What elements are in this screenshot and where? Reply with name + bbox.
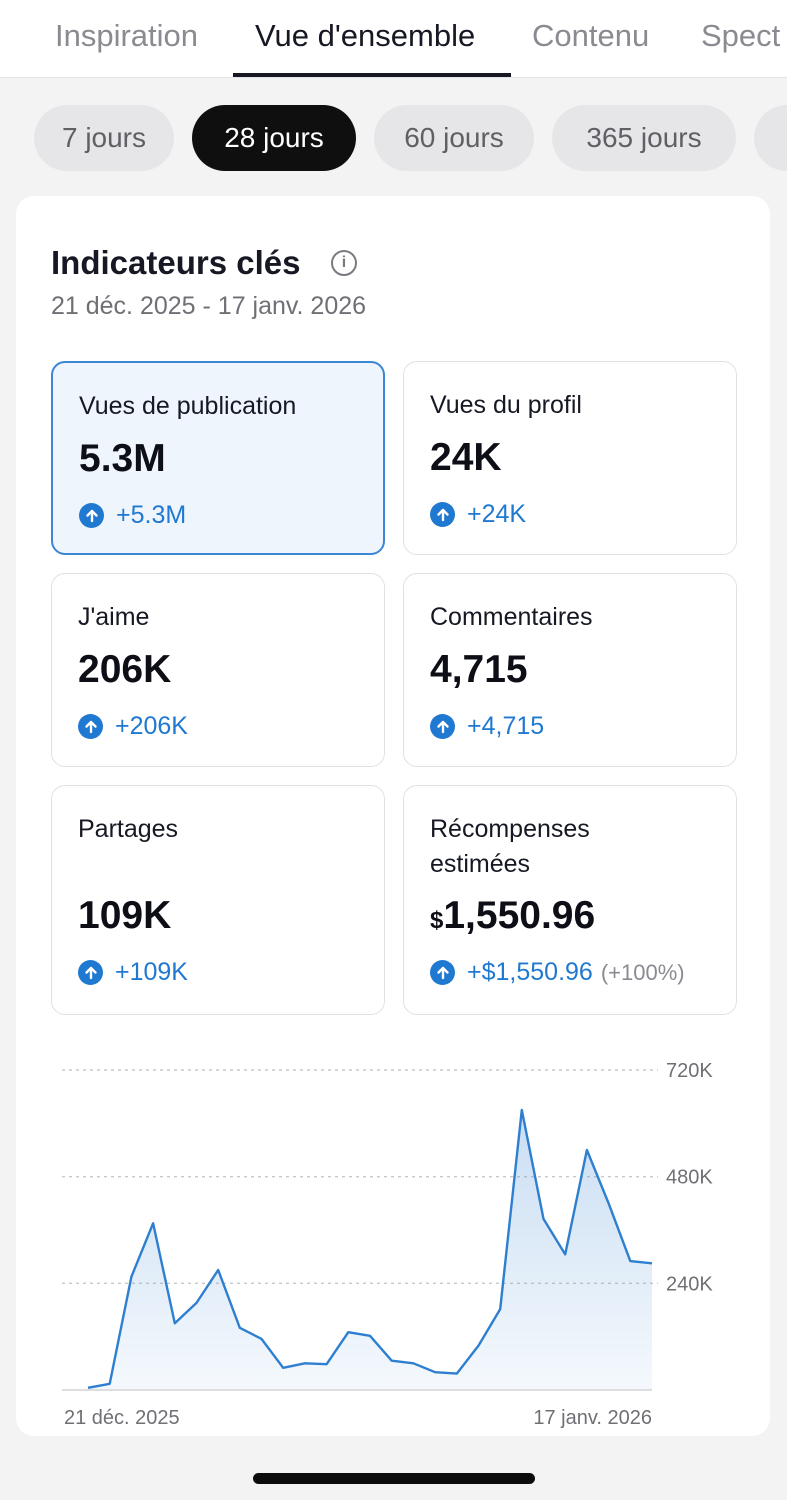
date-range: 21 déc. 2025 - 17 janv. 2026 <box>51 292 367 320</box>
tab-spectators[interactable]: Spect <box>701 18 781 53</box>
chart-data-point <box>498 1307 502 1311</box>
arrow-up-icon <box>78 714 103 739</box>
metric-value: 24K <box>430 436 502 479</box>
metric-delta: +$1,550.96 (+100%) <box>430 958 685 987</box>
metric-label: J'aime <box>78 603 150 631</box>
metric-value: 5.3M <box>79 437 166 480</box>
chart-data-point <box>390 1359 394 1363</box>
metric-profile-views[interactable]: Vues du profil 24K +24K <box>403 361 737 555</box>
chart-data-point <box>411 1361 415 1365</box>
metric-shares[interactable]: Partages 109K +109K <box>51 785 385 1015</box>
key-metrics-title: Indicateurs clés <box>51 244 301 281</box>
metric-delta-value: +5.3M <box>116 501 187 529</box>
period-28-days[interactable]: 28 jours <box>192 105 356 171</box>
metric-delta-percent: (+100%) <box>600 959 685 985</box>
chart-data-point <box>542 1217 546 1221</box>
chart-series-line <box>87 1108 653 1389</box>
period-365-days[interactable]: 365 jours <box>552 105 736 171</box>
y-tick-label: 240K <box>666 1273 713 1295</box>
tab-inspiration[interactable]: Inspiration <box>55 18 199 53</box>
chart-data-point <box>194 1301 198 1305</box>
metric-delta-value: +109K <box>115 958 188 986</box>
metric-value-amount: 1,550.96 <box>443 894 596 937</box>
metric-post-views[interactable]: Vues de publication 5.3M +5.3M <box>51 361 385 555</box>
key-metrics-card: Indicateurs clés i 21 déc. 2025 - 17 jan… <box>16 196 770 1436</box>
chart-data-point <box>260 1337 264 1341</box>
chart-data-point <box>563 1252 567 1256</box>
chart-data-point <box>455 1372 459 1376</box>
metric-value: 109K <box>78 894 172 937</box>
chart-data-point <box>585 1148 589 1152</box>
metric-label: Commentaires <box>430 603 593 631</box>
y-tick-label: 480K <box>666 1167 713 1189</box>
y-tick-label: 720K <box>666 1060 713 1082</box>
metric-delta-value: +4,715 <box>467 712 545 740</box>
chart-data-point <box>303 1361 307 1365</box>
metric-delta: +206K <box>78 712 188 741</box>
arrow-up-icon <box>78 960 103 985</box>
chart-data-point <box>650 1261 654 1265</box>
metric-delta-value: +$1,550.96 <box>467 958 593 986</box>
top-tab-bar: Inspiration Vue d'ensemble Contenu Spect <box>0 0 787 78</box>
chart-y-ticks: 720K 480K 240K <box>666 1060 713 1295</box>
home-indicator <box>253 1473 535 1484</box>
chart-data-point <box>129 1275 133 1279</box>
metric-label-line2: estimées <box>430 850 531 878</box>
metric-value: 4,715 <box>430 648 528 691</box>
metric-value: 206K <box>78 648 172 691</box>
chart-data-point <box>108 1382 112 1386</box>
tab-content[interactable]: Contenu <box>532 18 650 53</box>
currency-symbol: $ <box>430 907 444 934</box>
chart-area-fill <box>88 1110 652 1390</box>
chart-data-point <box>476 1344 480 1348</box>
metric-value: $1,550.96 <box>430 894 595 938</box>
chart-data-point <box>151 1221 155 1225</box>
arrow-up-icon <box>430 714 455 739</box>
metric-delta-value: +206K <box>115 712 188 740</box>
arrow-up-icon <box>430 502 455 527</box>
post-views-chart: 720K 480K 240K 21 déc. 2025 17 janv. 2026 <box>62 1060 713 1429</box>
metric-label-line1: Récompenses <box>430 815 590 843</box>
arrow-up-icon <box>430 960 455 985</box>
arrow-up-icon <box>79 503 104 528</box>
chart-data-point <box>607 1201 611 1205</box>
metric-delta: +5.3M <box>79 501 186 530</box>
metric-label: Partages <box>78 815 179 843</box>
chart-data-point <box>325 1362 329 1366</box>
metric-label: Vues du profil <box>430 391 582 419</box>
metric-delta: +24K <box>430 500 526 529</box>
metric-delta-value: +24K <box>467 500 527 528</box>
metric-comments[interactable]: Commentaires 4,715 +4,715 <box>403 573 737 767</box>
active-tab-indicator <box>233 73 511 77</box>
metric-likes[interactable]: J'aime 206K +206K <box>51 573 385 767</box>
x-axis-start-label: 21 déc. 2025 <box>64 1407 180 1429</box>
chart-data-point <box>86 1386 90 1390</box>
chart-data-point <box>238 1326 242 1330</box>
chart-data-point <box>433 1370 437 1374</box>
chart-data-point <box>628 1259 632 1263</box>
chart-data-point <box>173 1321 177 1325</box>
tab-overview[interactable]: Vue d'ensemble <box>255 18 476 53</box>
chart-data-point <box>281 1366 285 1370</box>
chart-data-point <box>216 1268 220 1272</box>
chart-data-point <box>520 1108 524 1112</box>
metric-label: Vues de publication <box>79 392 297 420</box>
chart-data-point <box>346 1330 350 1334</box>
period-more[interactable] <box>754 105 787 171</box>
metric-delta: +4,715 <box>430 712 544 741</box>
period-7-days[interactable]: 7 jours <box>34 105 174 171</box>
metric-label: Récompenses estimées <box>430 812 590 882</box>
chart-data-point <box>368 1334 372 1338</box>
x-axis-end-label: 17 janv. 2026 <box>533 1407 652 1429</box>
metric-estimated-rewards[interactable]: Récompenses estimées $1,550.96 +$1,550.9… <box>403 785 737 1015</box>
info-icon[interactable]: i <box>331 250 357 276</box>
metric-delta: +109K <box>78 958 188 987</box>
period-60-days[interactable]: 60 jours <box>374 105 534 171</box>
